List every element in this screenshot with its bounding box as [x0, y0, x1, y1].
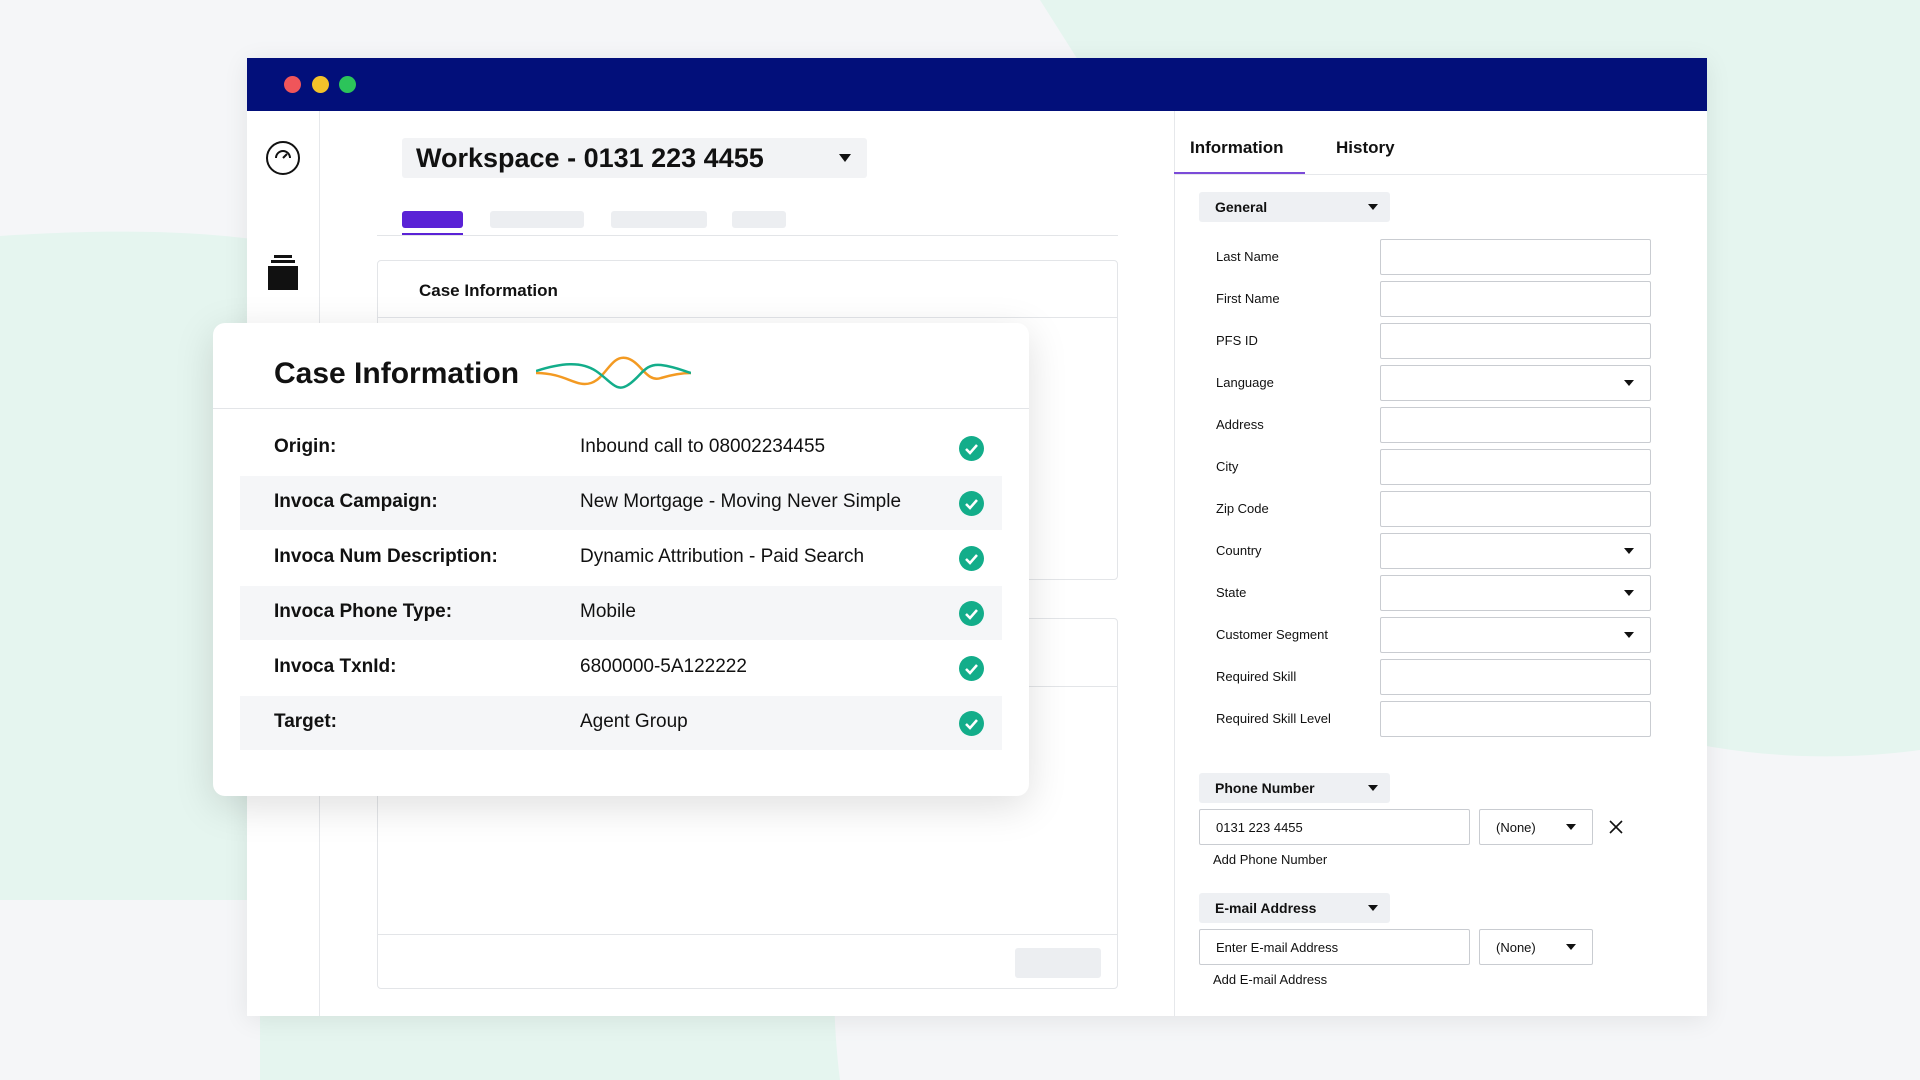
row-label: Invoca Num Description:	[274, 546, 498, 567]
select-input[interactable]	[1380, 365, 1651, 401]
row-stripe	[240, 476, 1002, 530]
text-input[interactable]: 0131 223 4455	[1199, 809, 1470, 845]
sidebar-icons	[266, 141, 300, 290]
panel-tab[interactable]: Information	[1190, 138, 1284, 157]
field-label: Address	[1216, 417, 1264, 432]
workspace-dropdown[interactable]: Workspace - 0131 223 4455	[402, 138, 867, 178]
panel-border	[1174, 111, 1175, 1016]
field-label: Country	[1216, 543, 1262, 558]
field-label: City	[1216, 459, 1239, 474]
select-input[interactable]	[1380, 617, 1651, 653]
row-label: Invoca TxnId:	[274, 656, 397, 677]
tab-divider	[377, 235, 1118, 236]
row-label: Target:	[274, 711, 337, 732]
divider	[378, 317, 1117, 318]
field-label: Zip Code	[1216, 501, 1269, 516]
add-link[interactable]: Add Phone Number	[1213, 852, 1328, 867]
field-label: Required Skill	[1216, 669, 1297, 684]
row-value: Agent Group	[580, 711, 688, 732]
tab-underline	[402, 233, 463, 235]
text-input[interactable]	[1380, 659, 1651, 695]
text-input[interactable]: Enter E-mail Address	[1199, 929, 1470, 965]
field-label: State	[1216, 585, 1247, 600]
field-label: First Name	[1216, 291, 1280, 306]
section-dropdown[interactable]: E-mail Address	[1199, 893, 1390, 923]
row-value: 6800000-5A122222	[580, 656, 747, 677]
title-bar	[247, 58, 1707, 111]
check-icon	[959, 656, 984, 681]
divider	[378, 934, 1117, 935]
tab[interactable]	[490, 211, 584, 228]
check-icon	[959, 546, 984, 571]
section-dropdown[interactable]: Phone Number	[1199, 773, 1390, 803]
field-label: PFS ID	[1216, 333, 1258, 348]
text-input[interactable]	[1380, 491, 1651, 527]
check-icon	[959, 711, 984, 736]
row-value: New Mortgage - Moving Never Simple	[580, 491, 902, 512]
row-stripe	[240, 586, 1002, 640]
section-dropdown[interactable]: General	[1199, 192, 1390, 222]
cases-icon[interactable]	[268, 266, 298, 290]
app-window: Workspace - 0131 223 4455 Case Informati…	[247, 58, 1707, 1016]
field-label: Required Skill Level	[1216, 711, 1331, 726]
side-panel: Information History General Last Name First …	[247, 58, 1707, 1016]
row-value: Inbound call to 08002234455	[580, 436, 826, 457]
text-input[interactable]	[1380, 449, 1651, 485]
remove-icon[interactable]	[1609, 820, 1623, 834]
row-label: Invoca Phone Type:	[274, 601, 453, 622]
tab[interactable]	[732, 211, 786, 228]
case-card-title: Case Information	[274, 357, 520, 390]
row-value: Dynamic Attribution - Paid Search	[580, 546, 865, 567]
field-label: Language	[1216, 375, 1274, 390]
tab-line	[1174, 174, 1707, 175]
text-input[interactable]	[1380, 407, 1651, 443]
text-input[interactable]	[1380, 323, 1651, 359]
select-input[interactable]	[1380, 575, 1651, 611]
select-input[interactable]	[1380, 533, 1651, 569]
panel-tab[interactable]: History	[1336, 138, 1395, 157]
minimize-dot[interactable]	[312, 76, 329, 93]
add-link[interactable]: Add E-mail Address	[1213, 972, 1328, 987]
maximize-dot[interactable]	[339, 76, 356, 93]
row-stripe	[240, 696, 1002, 750]
text-input[interactable]	[1380, 239, 1651, 275]
check-icon	[959, 601, 984, 626]
field-label: Last Name	[1216, 249, 1279, 264]
wave-logo	[536, 356, 691, 389]
tab[interactable]	[611, 211, 707, 228]
dashboard-icon[interactable]	[266, 141, 300, 175]
field-label: Customer Segment	[1216, 627, 1328, 642]
info-tab-underline	[1174, 172, 1305, 174]
case-card: Case Information Origin: Inbound call to …	[213, 323, 1029, 796]
row-label: Origin:	[274, 436, 337, 457]
text-input[interactable]	[1380, 281, 1651, 317]
divider	[213, 408, 1029, 409]
text-input[interactable]	[1380, 701, 1651, 737]
check-icon	[959, 436, 984, 461]
button[interactable]	[1015, 948, 1101, 978]
workspace-title: Workspace - 0131 223 4455	[416, 142, 764, 173]
type-select[interactable]: (None)	[1479, 929, 1593, 965]
row-label: Invoca Campaign:	[274, 491, 438, 512]
close-dot[interactable]	[284, 76, 301, 93]
case-panel-title: Case Information	[419, 281, 558, 300]
dropdown-arrow	[839, 154, 851, 162]
check-icon	[959, 491, 984, 516]
row-value: Mobile	[580, 601, 636, 622]
type-select[interactable]: (None)	[1479, 809, 1593, 845]
tab-active[interactable]	[402, 211, 463, 228]
